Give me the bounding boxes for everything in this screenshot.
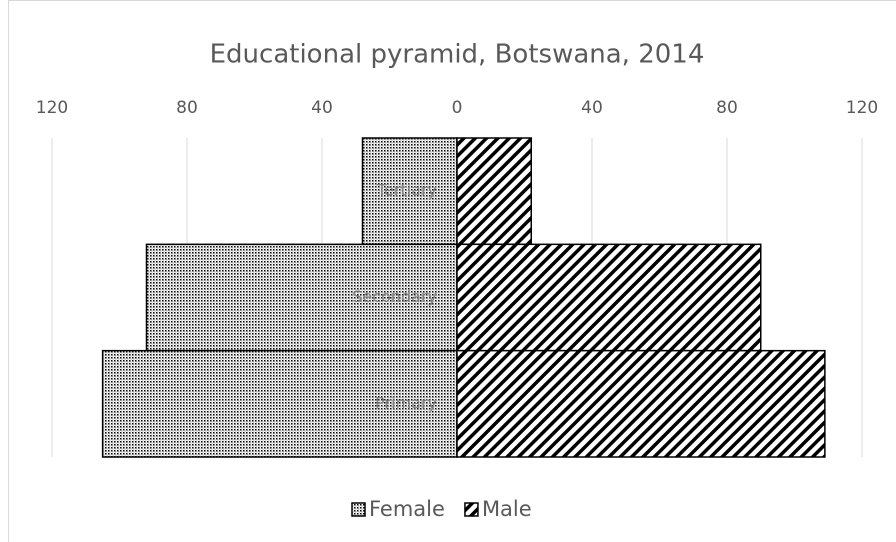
legend-label: Male [482, 497, 532, 521]
x-tick-label: 40 [311, 98, 333, 118]
category-label: Secondary [352, 287, 437, 306]
legend-swatch [464, 502, 479, 517]
x-tick-label: 0 [452, 98, 463, 118]
bar [456, 137, 532, 246]
bar [145, 243, 458, 352]
category-label: Tertiary [376, 181, 437, 200]
chart-border [8, 0, 896, 542]
bar [101, 349, 458, 458]
legend-label: Female [369, 497, 445, 521]
legend-swatch [351, 502, 366, 517]
bar [456, 349, 826, 458]
x-tick-label: 80 [176, 98, 198, 118]
category-label: Primary [375, 393, 437, 412]
x-tick-label: 120 [36, 98, 68, 118]
chart-title: Educational pyramid, Botswana, 2014 [210, 40, 705, 70]
x-tick-label: 40 [581, 98, 603, 118]
x-tick-label: 80 [716, 98, 738, 118]
bar [456, 243, 762, 352]
x-tick-label: 120 [846, 98, 878, 118]
